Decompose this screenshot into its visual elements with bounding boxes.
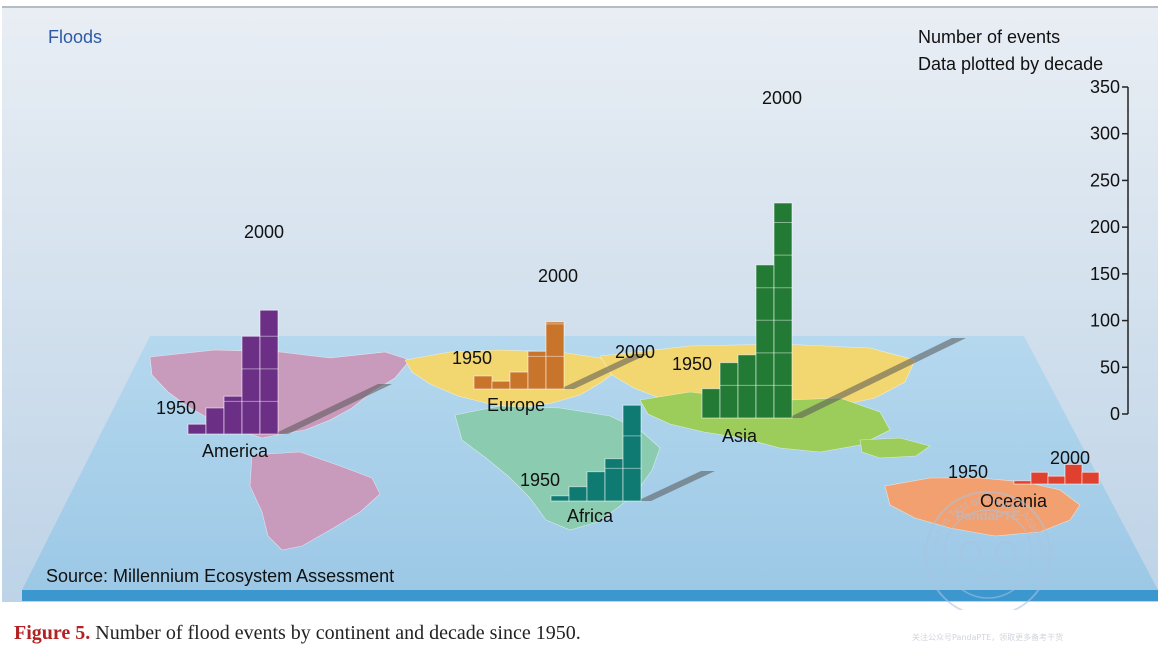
bar-oceania-0 bbox=[1013, 480, 1032, 485]
continent-label-europe: Europe bbox=[487, 395, 545, 415]
bar-group-europe: Europe 1950 2000 bbox=[452, 266, 648, 415]
start-decade-label: 1950 bbox=[520, 470, 560, 490]
flood-chart: America19502000Europe19502000Africa19502… bbox=[0, 0, 1158, 617]
bar-america-4 bbox=[259, 309, 279, 435]
start-decade-label: 1950 bbox=[948, 462, 988, 482]
panda-mouth-icon bbox=[977, 573, 999, 579]
bar-oceania-1 bbox=[1030, 471, 1049, 485]
y-tick-label: 50 bbox=[1100, 357, 1120, 377]
y-tick-label: 0 bbox=[1110, 404, 1120, 424]
bar-america-0 bbox=[187, 423, 207, 435]
bar-shadow bbox=[637, 471, 715, 501]
panda-eye-right-icon bbox=[995, 541, 1017, 563]
watermark-brand: PandaPTE bbox=[956, 508, 1021, 523]
bar-oceania-2 bbox=[1047, 475, 1066, 485]
south-america-shape bbox=[249, 451, 381, 551]
bar-africa-0 bbox=[550, 495, 570, 502]
chart-title: Floods bbox=[48, 27, 102, 47]
figure-caption: Figure 5. Number of flood events by cont… bbox=[14, 622, 581, 645]
bar-africa-1 bbox=[568, 486, 588, 502]
oceania-shape bbox=[884, 477, 1081, 537]
end-decade-label: 2000 bbox=[615, 342, 655, 362]
bar-europe-0 bbox=[473, 375, 493, 390]
bar-oceania-4 bbox=[1081, 471, 1100, 485]
end-decade-label: 2000 bbox=[244, 222, 284, 242]
southeast-asia-islands-shape bbox=[859, 437, 931, 459]
y-axis-subtitle: Data plotted by decade bbox=[918, 54, 1103, 74]
bar-shadow bbox=[788, 338, 966, 418]
source-note: Source: Millennium Ecosystem Assessment bbox=[46, 566, 394, 586]
watermark-inner-ring bbox=[943, 509, 1033, 599]
bar-asia-4 bbox=[773, 202, 793, 419]
start-decade-label: 1950 bbox=[156, 398, 196, 418]
end-decade-label: 2000 bbox=[1050, 448, 1090, 468]
bar-group-africa: Africa 1950 2000 bbox=[520, 342, 715, 526]
figure-caption-label: Figure 5. bbox=[14, 622, 91, 644]
bar-group-oceania: Oceania 1950 2000 bbox=[948, 448, 1100, 511]
bar-africa-4 bbox=[622, 404, 642, 502]
continent-label-america: America bbox=[202, 441, 269, 461]
bar-europe-2 bbox=[509, 371, 529, 390]
plane-edge bbox=[22, 590, 1158, 601]
bar-africa-2 bbox=[586, 471, 606, 502]
bar-europe-1 bbox=[491, 380, 511, 390]
bar-asia-0 bbox=[701, 388, 721, 419]
bar-africa-3 bbox=[604, 458, 624, 502]
bar-america-1 bbox=[205, 407, 225, 435]
bars-layer: America 1950 2000 Europe 1950 2000 Africa 1950 2… bbox=[156, 88, 1100, 526]
y-tick-label: 300 bbox=[1090, 124, 1120, 144]
start-decade-label: 1950 bbox=[672, 354, 712, 374]
y-tick-label: 150 bbox=[1090, 264, 1120, 284]
y-tick-label: 250 bbox=[1090, 170, 1120, 190]
bar-america-3 bbox=[241, 335, 261, 435]
bar-group-asia: Asia 1950 2000 bbox=[672, 88, 966, 446]
y-tick-label: 100 bbox=[1090, 311, 1120, 331]
y-tick-label: 200 bbox=[1090, 217, 1120, 237]
start-decade-label: 1950 bbox=[452, 348, 492, 368]
figure-caption-text: Number of flood events by continent and … bbox=[90, 622, 581, 644]
y-axis-label: Number of events bbox=[918, 27, 1060, 47]
bar-shadow bbox=[274, 384, 392, 434]
bar-asia-1 bbox=[719, 362, 739, 419]
end-decade-label: 2000 bbox=[538, 266, 578, 286]
y-axis: 0 50 100 150 200 250 300 350 bbox=[1090, 77, 1129, 424]
bar-europe-4 bbox=[545, 321, 565, 390]
continent-label-africa: Africa bbox=[567, 506, 614, 526]
y-tick-label: 350 bbox=[1090, 77, 1120, 97]
panda-eye-left-icon bbox=[959, 541, 981, 563]
continent-label-asia: Asia bbox=[722, 426, 758, 446]
continent-label-oceania: Oceania bbox=[980, 491, 1048, 511]
bar-asia-2 bbox=[737, 354, 757, 419]
end-decade-label: 2000 bbox=[762, 88, 802, 108]
bar-group-america: America 1950 2000 bbox=[156, 222, 392, 461]
bar-shadow bbox=[560, 354, 648, 389]
footer-note: 关注公众号PandaPTE，领取更多备考干货 bbox=[912, 633, 1064, 642]
